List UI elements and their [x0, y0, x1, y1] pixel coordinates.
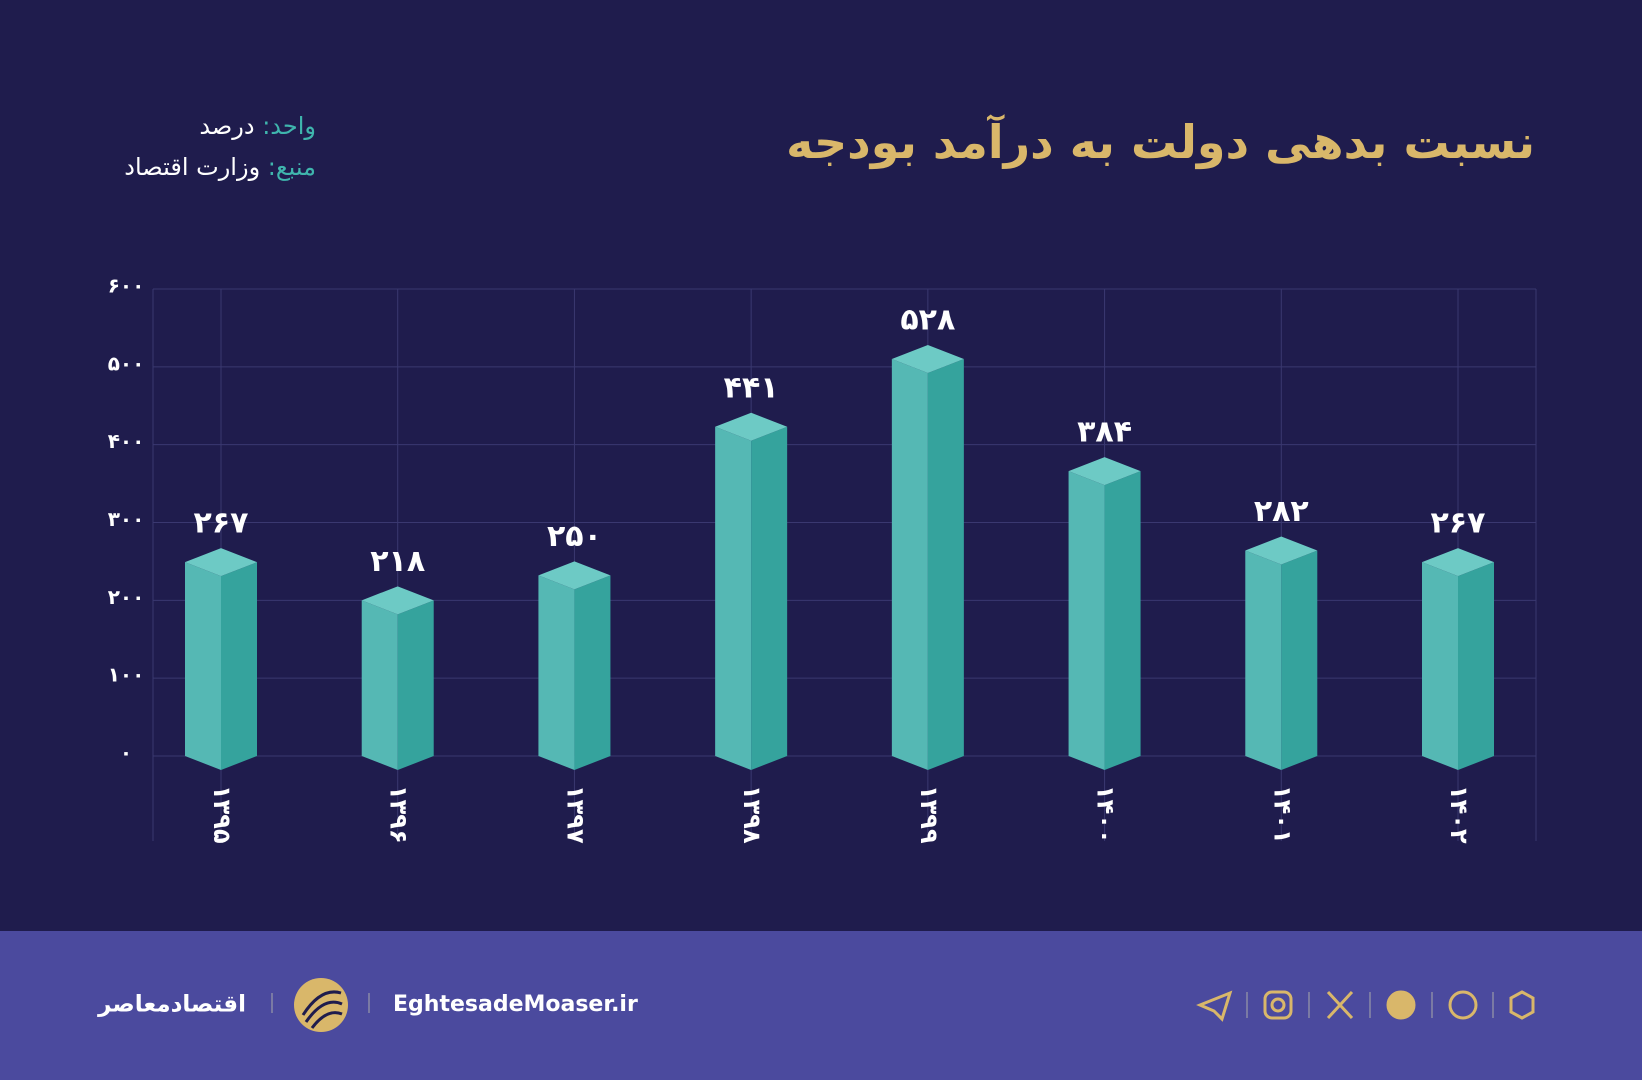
- unit-line: واحد: درصد: [100, 112, 316, 140]
- bar-left-face: [185, 562, 221, 770]
- bar-right-face: [927, 359, 964, 770]
- bar: [1422, 548, 1494, 770]
- bar-top-face: [361, 586, 434, 615]
- bar-top-face: [715, 412, 788, 441]
- bar-left-face: [1068, 471, 1105, 770]
- bar: [1245, 536, 1318, 770]
- bar-right-face: [1104, 471, 1141, 770]
- bar-left-face: [891, 359, 928, 770]
- bar: [1068, 457, 1141, 770]
- instagram-icon-lens: [1270, 997, 1286, 1013]
- bar-top-face: [1245, 536, 1318, 565]
- icon: [1509, 990, 1535, 1020]
- source-line: منبع: وزارت اقتصاد: [100, 153, 316, 181]
- chart-title: نسبت بدهی دولت به درآمد بودجه: [786, 115, 1535, 169]
- x-tick-label: ۱۳۹۸: [738, 785, 766, 844]
- instagram-icon: [1263, 990, 1293, 1020]
- bar-right-face: [574, 575, 611, 770]
- x-tick-label: ۱۳۹۶: [385, 785, 413, 844]
- bar-left-face: [361, 600, 398, 770]
- bar: [715, 412, 788, 770]
- y-tick-label: ۰: [120, 741, 132, 765]
- bar-top-face: [185, 548, 257, 577]
- bar-right-face: [1281, 550, 1318, 770]
- unit: درصد: [199, 112, 255, 140]
- y-tick-label: ۴۰۰: [108, 429, 145, 453]
- value-label: ۲۵۰: [547, 519, 602, 554]
- x-tick-label: ۱۴۰۰: [1092, 785, 1120, 844]
- logo-mark: [301, 990, 343, 1029]
- icon: [1448, 990, 1478, 1020]
- icon: [1386, 990, 1416, 1020]
- y-tick-label: ۲۰۰: [108, 585, 145, 609]
- value-label: ۴۴۱: [724, 370, 779, 405]
- value-label: ۵۲۸: [900, 303, 955, 338]
- bar: [891, 345, 964, 770]
- bar-left-face: [1422, 562, 1458, 770]
- value-label: ۲۱۸: [370, 544, 425, 579]
- footer-brand: اقتصادمعاصر: [97, 992, 246, 1018]
- bar-top-face: [891, 345, 964, 374]
- y-tick-label: ۳۰۰: [108, 507, 145, 531]
- bar: [185, 548, 257, 770]
- value-label: ۳۸۴: [1077, 415, 1132, 450]
- footer-site: EghtesadeMoaser.ir: [393, 992, 638, 1017]
- value-label: ۲۶۷: [194, 506, 249, 541]
- x-tick-label: ۱۳۹۵: [208, 785, 236, 844]
- y-tick-label: ۱۰۰: [108, 663, 145, 687]
- source-label: منبع:: [267, 153, 316, 181]
- y-tick-label: ۵۰۰: [108, 351, 145, 375]
- bar-top-face: [1422, 548, 1494, 577]
- x-tick-label: ۱۴۰۱: [1268, 785, 1296, 844]
- bar-right-face: [751, 426, 788, 770]
- bar-right-face: [221, 562, 257, 770]
- y-tick-label: ۶۰۰: [108, 274, 145, 298]
- value-label: ۲۸۲: [1254, 494, 1309, 529]
- bar-right-face: [397, 600, 434, 770]
- bar-left-face: [1245, 550, 1282, 770]
- x-icon: [1326, 990, 1354, 1020]
- bar-left-face: [538, 575, 575, 770]
- bar-top-face: [538, 561, 611, 590]
- x-tick-label: ۱۴۰۲: [1445, 785, 1473, 844]
- x-tick-label: ۱۳۹۷: [561, 785, 589, 844]
- bar-left-face: [715, 426, 752, 770]
- bar: [361, 586, 434, 770]
- bar: [538, 561, 611, 770]
- value-label: ۲۶۷: [1431, 506, 1486, 541]
- unit-label: واحد:: [262, 112, 316, 140]
- bar-right-face: [1458, 562, 1494, 770]
- x-tick-label: ۱۳۹۹: [915, 785, 943, 844]
- source: وزارت اقتصاد: [124, 153, 261, 181]
- footer-band: [0, 931, 1642, 1080]
- bar-top-face: [1068, 457, 1141, 486]
- social-icons: [1196, 990, 1535, 1022]
- telegram-icon: [1196, 990, 1233, 1022]
